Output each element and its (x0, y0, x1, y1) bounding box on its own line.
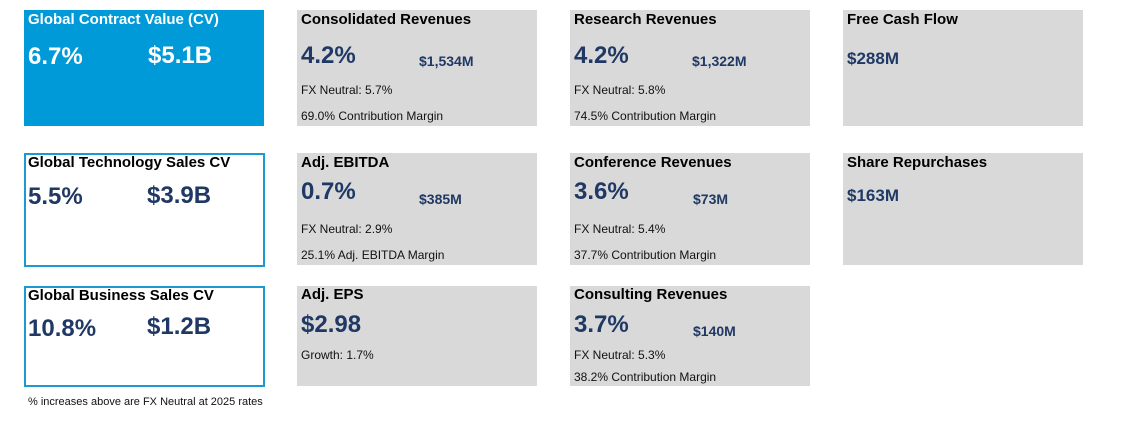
conference-revenues-amount: $73M (693, 191, 729, 207)
adj-ebitda-fx: FX Neutral: 2.9% (301, 222, 393, 236)
consulting-revenues-amount: $140M (693, 323, 736, 339)
adj-eps-tile: Adj. EPS $2.98 Growth: 1.7% (297, 286, 537, 386)
business-cv-amount: $1.2B (147, 313, 212, 340)
global-cv-title: Global Contract Value (CV) (28, 11, 219, 28)
consolidated-revenues-pct: 4.2% (301, 42, 356, 69)
consolidated-revenues-fx: FX Neutral: 5.7% (301, 83, 393, 97)
research-revenues-margin: 74.5% Contribution Margin (574, 109, 717, 123)
technology-cv-title: Global Technology Sales CV (28, 154, 231, 171)
consulting-revenues-margin: 38.2% Contribution Margin (574, 370, 717, 384)
consolidated-revenues-title: Consolidated Revenues (301, 11, 472, 28)
research-revenues-fx: FX Neutral: 5.8% (574, 83, 666, 97)
free-cash-flow-amount: $288M (847, 49, 899, 68)
consulting-revenues-pct: 3.7% (574, 311, 629, 338)
adj-eps-value: $2.98 (301, 311, 362, 338)
consolidated-revenues-margin: 69.0% Contribution Margin (301, 109, 444, 123)
footnote: % increases above are FX Neutral at 2025… (28, 396, 263, 408)
free-cash-flow-tile: Free Cash Flow $288M (843, 10, 1083, 126)
adj-ebitda-pct: 0.7% (301, 178, 356, 205)
adj-ebitda-margin: 25.1% Adj. EBITDA Margin (301, 248, 445, 262)
share-repurchases-title: Share Repurchases (847, 154, 988, 171)
adj-eps-growth: Growth: 1.7% (301, 348, 374, 362)
research-revenues-amount: $1,322M (692, 53, 747, 69)
consolidated-revenues-amount: $1,534M (419, 53, 474, 69)
research-revenues-tile: Research Revenues 4.2% $1,322M FX Neutra… (570, 10, 810, 126)
business-cv-title: Global Business Sales CV (28, 287, 214, 304)
business-cv-tile: Global Business Sales CV 10.8% $1.2B (24, 286, 265, 387)
share-repurchases-tile: Share Repurchases $163M (843, 153, 1083, 265)
business-cv-pct: 10.8% (28, 315, 97, 342)
technology-cv-pct: 5.5% (28, 183, 83, 210)
conference-revenues-pct: 3.6% (574, 178, 629, 205)
adj-ebitda-tile: Adj. EBITDA 0.7% $385M FX Neutral: 2.9% … (297, 153, 537, 265)
research-revenues-pct: 4.2% (574, 42, 629, 69)
consulting-revenues-fx: FX Neutral: 5.3% (574, 348, 666, 362)
adj-eps-title: Adj. EPS (301, 286, 364, 303)
conference-revenues-tile: Conference Revenues 3.6% $73M FX Neutral… (570, 153, 810, 265)
global-cv-amount: $5.1B (148, 42, 213, 69)
research-revenues-title: Research Revenues (574, 11, 717, 28)
adj-ebitda-title: Adj. EBITDA (301, 154, 390, 171)
conference-revenues-margin: 37.7% Contribution Margin (574, 248, 717, 262)
technology-cv-tile: Global Technology Sales CV 5.5% $3.9B (24, 153, 265, 267)
conference-revenues-title: Conference Revenues (574, 154, 732, 171)
technology-cv-amount: $3.9B (147, 182, 212, 209)
conference-revenues-fx: FX Neutral: 5.4% (574, 222, 666, 236)
consulting-revenues-title: Consulting Revenues (574, 286, 728, 303)
free-cash-flow-title: Free Cash Flow (847, 11, 958, 28)
share-repurchases-amount: $163M (847, 186, 899, 205)
consulting-revenues-tile: Consulting Revenues 3.7% $140M FX Neutra… (570, 286, 810, 386)
global-cv-tile: Global Contract Value (CV) 6.7% $5.1B (24, 10, 264, 126)
global-cv-pct: 6.7% (28, 43, 83, 70)
adj-ebitda-amount: $385M (419, 191, 462, 207)
consolidated-revenues-tile: Consolidated Revenues 4.2% $1,534M FX Ne… (297, 10, 537, 126)
